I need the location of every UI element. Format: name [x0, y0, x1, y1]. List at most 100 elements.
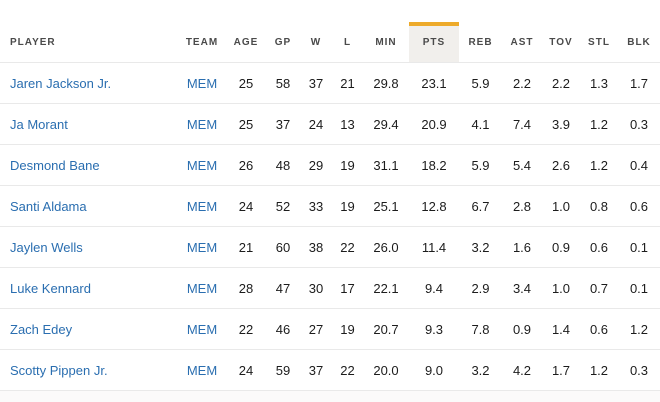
cell-blk: 0.4 [618, 144, 660, 186]
player-link[interactable]: Scotty Pippen Jr. [10, 362, 108, 378]
player-link[interactable]: Zach Edey [10, 321, 73, 337]
cell-l: 19 [332, 144, 363, 186]
column-header-stl[interactable]: STL [588, 36, 610, 48]
cell-pts: 23.1 [409, 62, 459, 104]
cell-pts: 18.2 [409, 144, 459, 186]
table-row: Jaylen Wells MEM 21 60 38 22 26.0 11.4 3… [0, 226, 660, 268]
player-link[interactable]: Santi Aldama [10, 198, 87, 214]
cell-w: 33 [300, 185, 332, 227]
cell-stl: 0.6 [580, 308, 618, 350]
column-header-min[interactable]: MIN [375, 36, 397, 48]
cell-pts: 11.4 [409, 226, 459, 268]
team-link[interactable]: MEM [186, 321, 218, 337]
column-header-player[interactable]: PLAYER [10, 36, 56, 48]
column-header-age[interactable]: AGE [233, 36, 259, 48]
cell-l: 19 [332, 308, 363, 350]
cell-age: 25 [226, 62, 266, 104]
team-link[interactable]: MEM [186, 362, 218, 378]
cell-blk: 0.3 [618, 349, 660, 391]
column-header-gp[interactable]: GP [274, 36, 292, 48]
cell-reb: 5.9 [459, 144, 502, 186]
column-header-w[interactable]: W [310, 36, 322, 48]
cell-w: 24 [300, 103, 332, 145]
column-header-l[interactable]: L [343, 36, 352, 48]
table-row: Scotty Pippen Jr. MEM 24 59 37 22 20.0 9… [0, 349, 660, 391]
cell-w: 29 [300, 144, 332, 186]
column-header-pts-sorted[interactable]: PTS [409, 22, 459, 63]
team-link[interactable]: MEM [186, 116, 218, 132]
cell-blk: 0.6 [618, 185, 660, 227]
cell-pts: 9.3 [409, 308, 459, 350]
cell-w: 27 [300, 308, 332, 350]
cell-ast: 0.9 [502, 308, 542, 350]
team-link[interactable]: MEM [186, 239, 218, 255]
cell-min: 31.1 [363, 144, 409, 186]
cell-pts: 9.4 [409, 267, 459, 309]
player-link[interactable]: Luke Kennard [10, 280, 91, 296]
cell-tov: 2.6 [542, 144, 580, 186]
cell-min: 26.0 [363, 226, 409, 268]
cell-age: 28 [226, 267, 266, 309]
cell-min: 20.7 [363, 308, 409, 350]
cell-l: 21 [332, 62, 363, 104]
column-header-team[interactable]: TEAM [185, 36, 219, 48]
cell-min: 25.1 [363, 185, 409, 227]
cell-reb: 5.9 [459, 62, 502, 104]
cell-age: 21 [226, 226, 266, 268]
cell-ast: 2.2 [502, 62, 542, 104]
cell-ast: 1.6 [502, 226, 542, 268]
cell-l: 22 [332, 349, 363, 391]
cell-l: 19 [332, 185, 363, 227]
cell-ast: 5.4 [502, 144, 542, 186]
cell-stl: 0.6 [580, 226, 618, 268]
cell-reb: 6.7 [459, 185, 502, 227]
cell-l: 17 [332, 267, 363, 309]
column-header-ast[interactable]: AST [510, 36, 534, 48]
player-link[interactable]: Jaren Jackson Jr. [10, 75, 112, 91]
cell-stl: 1.2 [580, 144, 618, 186]
table-body: Jaren Jackson Jr. MEM 25 58 37 21 29.8 2… [0, 62, 660, 391]
cell-gp: 58 [266, 62, 300, 104]
cell-l: 13 [332, 103, 363, 145]
player-link[interactable]: Desmond Bane [10, 157, 100, 173]
cell-w: 37 [300, 62, 332, 104]
team-link[interactable]: MEM [186, 157, 218, 173]
cell-pts: 20.9 [409, 103, 459, 145]
player-link[interactable]: Jaylen Wells [10, 239, 83, 255]
cell-tov: 1.7 [542, 349, 580, 391]
team-link[interactable]: MEM [186, 280, 218, 296]
cell-gp: 47 [266, 267, 300, 309]
cell-stl: 0.8 [580, 185, 618, 227]
table-row: Ja Morant MEM 25 37 24 13 29.4 20.9 4.1 … [0, 103, 660, 145]
table-bottom-strip [0, 391, 660, 402]
cell-blk: 0.3 [618, 103, 660, 145]
player-link[interactable]: Ja Morant [10, 116, 68, 132]
cell-min: 29.4 [363, 103, 409, 145]
cell-pts: 9.0 [409, 349, 459, 391]
column-header-tov[interactable]: TOV [549, 36, 573, 48]
cell-pts: 12.8 [409, 185, 459, 227]
cell-tov: 1.0 [542, 185, 580, 227]
team-link[interactable]: MEM [186, 75, 218, 91]
table-row: Jaren Jackson Jr. MEM 25 58 37 21 29.8 2… [0, 62, 660, 104]
cell-blk: 0.1 [618, 226, 660, 268]
cell-ast: 2.8 [502, 185, 542, 227]
cell-ast: 7.4 [502, 103, 542, 145]
team-link[interactable]: MEM [186, 198, 218, 214]
cell-gp: 59 [266, 349, 300, 391]
cell-tov: 0.9 [542, 226, 580, 268]
cell-gp: 60 [266, 226, 300, 268]
column-header-blk[interactable]: BLK [627, 36, 651, 48]
cell-age: 22 [226, 308, 266, 350]
stats-table: PLAYER TEAM AGE GP W L MIN PTS REB AST T… [0, 22, 660, 391]
cell-w: 38 [300, 226, 332, 268]
cell-min: 20.0 [363, 349, 409, 391]
cell-gp: 48 [266, 144, 300, 186]
table-header-row: PLAYER TEAM AGE GP W L MIN PTS REB AST T… [0, 22, 660, 63]
cell-reb: 7.8 [459, 308, 502, 350]
column-header-reb[interactable]: REB [468, 36, 493, 48]
cell-age: 25 [226, 103, 266, 145]
cell-gp: 46 [266, 308, 300, 350]
cell-tov: 1.0 [542, 267, 580, 309]
